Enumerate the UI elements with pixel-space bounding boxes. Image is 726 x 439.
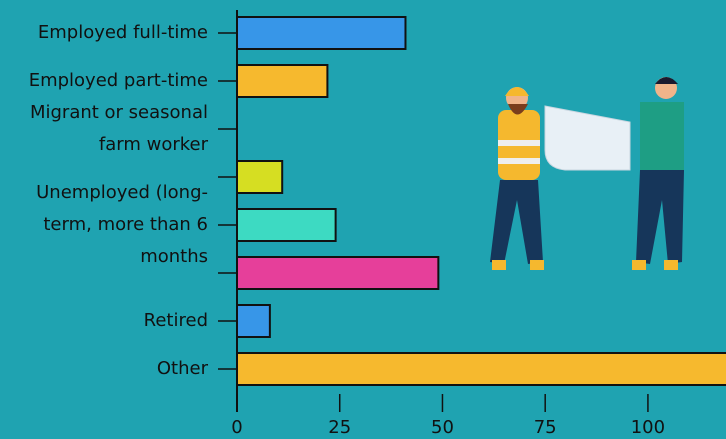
x-tick-label: 100: [631, 417, 665, 438]
illustration: [490, 77, 684, 270]
y-tick-label: Other: [0, 353, 208, 385]
x-tick-label: 0: [231, 417, 242, 438]
bar: [237, 305, 270, 337]
bar: [237, 17, 405, 49]
bar: [237, 65, 327, 97]
bar: [237, 257, 438, 289]
bar: [237, 353, 726, 385]
x-tick-label: 50: [431, 417, 454, 438]
x-tick-label: 25: [328, 417, 351, 438]
y-tick-label: Migrant or seasonal farm worker: [0, 97, 208, 161]
x-tick-label: 75: [534, 417, 557, 438]
y-tick-label: Employed full-time: [0, 17, 208, 49]
bar: [237, 161, 282, 193]
y-tick-label: Unemployed (long-term, more than 6 month…: [0, 177, 208, 273]
y-tick-label: Employed part-time: [0, 65, 208, 97]
bar: [237, 209, 336, 241]
y-tick-label: Retired: [0, 305, 208, 337]
page: 0255075100 (() => { const data = JSON.pa…: [0, 0, 726, 439]
